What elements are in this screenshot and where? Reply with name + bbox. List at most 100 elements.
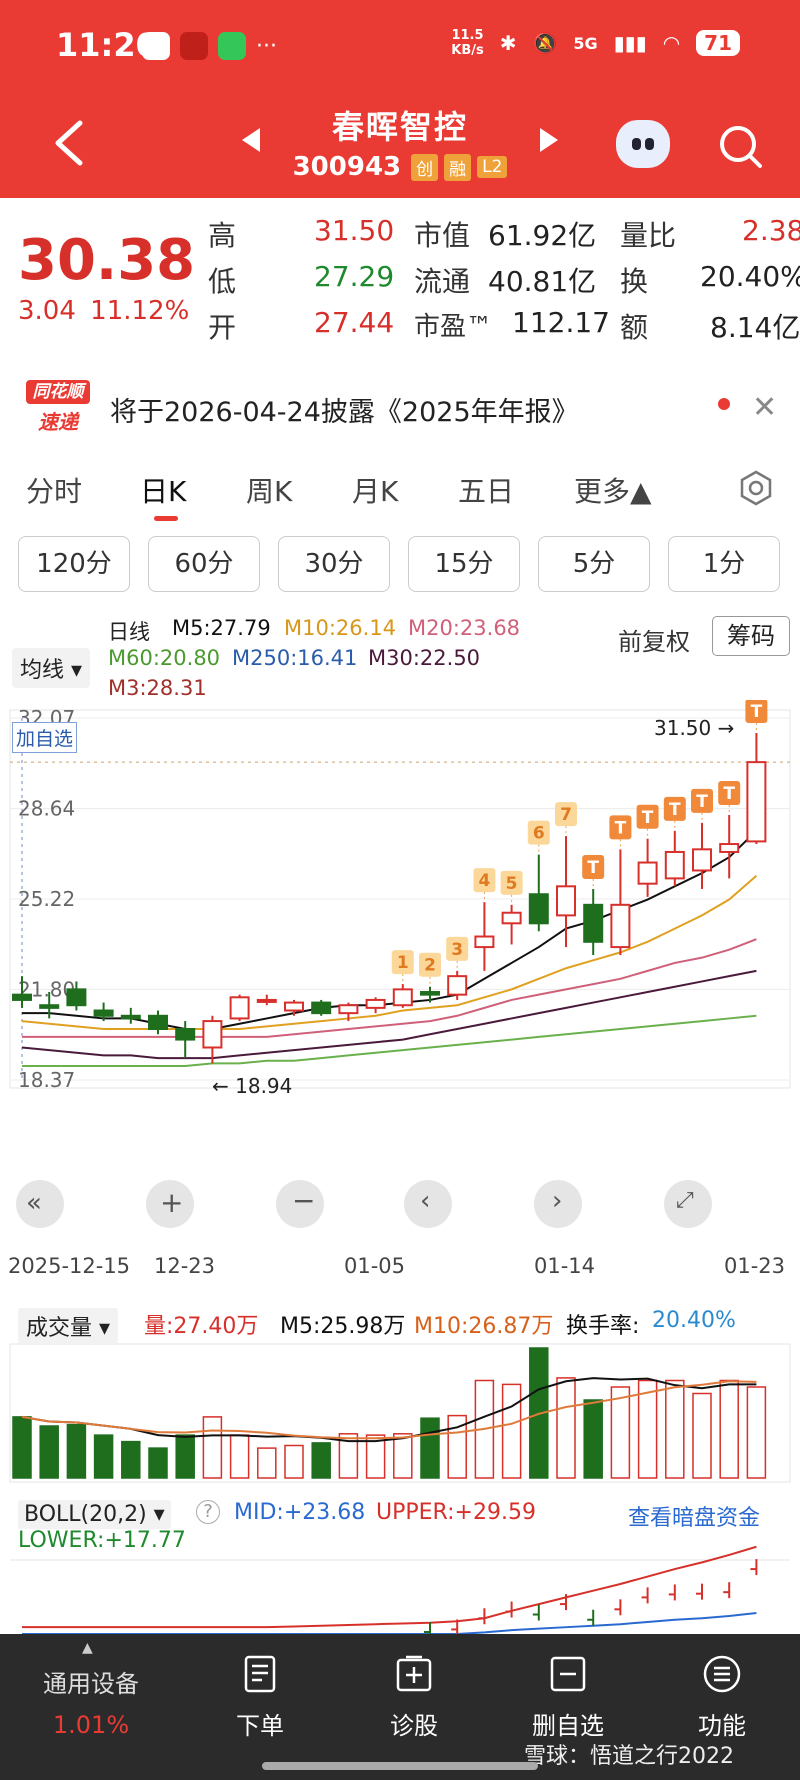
- fullscreen-icon[interactable]: ⤢: [664, 1180, 712, 1228]
- sector-info[interactable]: 通用设备 1.01%: [26, 1664, 156, 1739]
- period-30min[interactable]: 30分: [278, 536, 390, 592]
- candle-body: [501, 911, 522, 925]
- signal-label: 1: [397, 953, 409, 973]
- ma-m5: M5:27.79: [172, 616, 271, 640]
- chip-distribution-button[interactable]: 筹码: [712, 616, 790, 656]
- prev-stock-icon[interactable]: [242, 128, 260, 152]
- boll-upper-line: [22, 1545, 757, 1629]
- y-tick-label: 18.37: [18, 1068, 75, 1092]
- functions-button[interactable]: 功能: [662, 1654, 782, 1741]
- date-label: 2025-12-15: [8, 1254, 131, 1278]
- boll-mid: MID:+23.68: [234, 1500, 366, 1525]
- home-indicator[interactable]: [262, 1762, 538, 1770]
- float-label: 流通: [414, 265, 471, 298]
- y-tick-label: 25.22: [18, 887, 75, 911]
- ma-lines: [21, 830, 758, 1067]
- low-value: 27.29: [314, 260, 395, 293]
- volume-frame: [9, 1343, 791, 1483]
- high-value: 31.50: [314, 214, 395, 247]
- signal-label: T: [696, 792, 708, 812]
- rewind-control-icon[interactable]: «: [16, 1180, 64, 1228]
- place-order-button[interactable]: 下单: [200, 1654, 320, 1741]
- sector-name: 通用设备: [43, 1670, 139, 1698]
- tag-l2[interactable]: L2: [477, 156, 508, 178]
- signal-label: 6: [533, 824, 545, 844]
- open-label: 开: [208, 311, 237, 344]
- ma-period-title: 日线: [108, 620, 150, 644]
- boll-upper: UPPER:+29.59: [376, 1500, 536, 1525]
- volume-bar: [665, 1379, 685, 1479]
- candle-body: [66, 988, 87, 1007]
- candle-body: [447, 975, 468, 996]
- expand-up-icon[interactable]: ▲: [82, 1640, 93, 1656]
- signal-box: [419, 952, 441, 977]
- period-120min[interactable]: 120分: [18, 536, 130, 592]
- period-1min[interactable]: 1分: [668, 536, 780, 592]
- indicator-select[interactable]: 均线 ▾: [12, 648, 91, 688]
- tab-weekly-k[interactable]: 周K: [246, 475, 293, 508]
- volume-bar: [637, 1379, 658, 1479]
- help-icon[interactable]: ?: [196, 1500, 220, 1524]
- candle-body: [175, 1028, 196, 1041]
- volume-bar: [175, 1434, 195, 1479]
- next-stock-icon[interactable]: [540, 128, 558, 152]
- period-5min[interactable]: 5分: [538, 536, 650, 592]
- tab-five-day[interactable]: 五日: [458, 475, 515, 508]
- tab-more[interactable]: 更多▲: [574, 475, 652, 508]
- volume-value: 量:27.40万: [144, 1314, 259, 1339]
- tab-daily-k[interactable]: 日K: [140, 475, 187, 508]
- report-notice-banner[interactable]: 同花顺 速递 将于2026-04-24披露《2025年年报》: [0, 370, 800, 444]
- search-icon[interactable]: [716, 122, 764, 170]
- candle-body: [120, 1014, 141, 1020]
- date-label: 01-05: [344, 1254, 406, 1278]
- zoom-in-icon[interactable]: +: [146, 1180, 194, 1228]
- assistant-robot-icon[interactable]: [616, 120, 670, 168]
- remove-watchlist-button[interactable]: 删自选: [508, 1654, 628, 1741]
- date-label: 12-23: [154, 1254, 216, 1278]
- scroll-right-icon[interactable]: ›: [534, 1180, 582, 1228]
- period-15min[interactable]: 15分: [408, 536, 520, 592]
- candle-body: [664, 850, 685, 880]
- diagnosis-icon: [396, 1655, 432, 1692]
- boll-chart: [10, 1545, 790, 1634]
- volume-bar: [338, 1433, 359, 1479]
- mktcap-value: 61.92亿: [488, 219, 597, 252]
- volume-bar: [501, 1383, 522, 1479]
- period-60min[interactable]: 60分: [148, 536, 260, 592]
- volume-m5: M5:25.98万: [280, 1314, 406, 1339]
- volume-bar: [12, 1416, 32, 1479]
- more-notifications-icon: ···: [256, 33, 277, 59]
- boll-header: BOLL(20,2) ▾ ? MID:+23.68 UPPER:+29.59 查…: [0, 1496, 800, 1562]
- signal-box: [391, 950, 414, 975]
- signal-box: [745, 700, 768, 724]
- volume-indicator-select[interactable]: 成交量 ▾: [18, 1308, 119, 1344]
- stock-diagnosis-label: 诊股: [390, 1712, 438, 1740]
- dark-pool-funds-link[interactable]: 查看暗盘资金: [628, 1506, 761, 1531]
- tab-intraday[interactable]: 分时: [26, 475, 83, 508]
- high-marker: 31.50 →: [654, 716, 734, 740]
- date-axis: 2025-12-15 12-23 01-05 01-14 01-23: [0, 1250, 800, 1282]
- volume-bar: [284, 1444, 304, 1479]
- close-icon[interactable]: ✕: [752, 390, 778, 425]
- date-label: 01-14: [534, 1254, 596, 1278]
- tab-monthly-k[interactable]: 月K: [352, 475, 399, 508]
- signal-label: T: [751, 702, 763, 722]
- network-type: 5G: [573, 33, 598, 53]
- mute-icon: 🔕: [532, 31, 558, 55]
- volume-bar: [719, 1379, 739, 1479]
- scroll-left-icon[interactable]: ‹: [404, 1180, 452, 1228]
- back-arrow-icon[interactable]: [50, 118, 90, 168]
- price-adjust-mode[interactable]: 前复权: [618, 628, 690, 656]
- volume-bar: [257, 1447, 277, 1479]
- zoom-out-icon[interactable]: −: [276, 1180, 324, 1228]
- volume-ma-line: [21, 1377, 757, 1443]
- signal-box: [718, 780, 741, 805]
- settings-icon[interactable]: [738, 470, 774, 506]
- stock-title: 春晖智控 300943 创 融 L2: [0, 102, 800, 182]
- boll-indicator-select[interactable]: BOLL(20,2) ▾: [18, 1500, 171, 1529]
- chart-grid: [9, 709, 791, 1089]
- stock-diagnosis-button[interactable]: 诊股: [354, 1654, 474, 1741]
- add-to-watchlist-button[interactable]: 加自选: [12, 722, 78, 753]
